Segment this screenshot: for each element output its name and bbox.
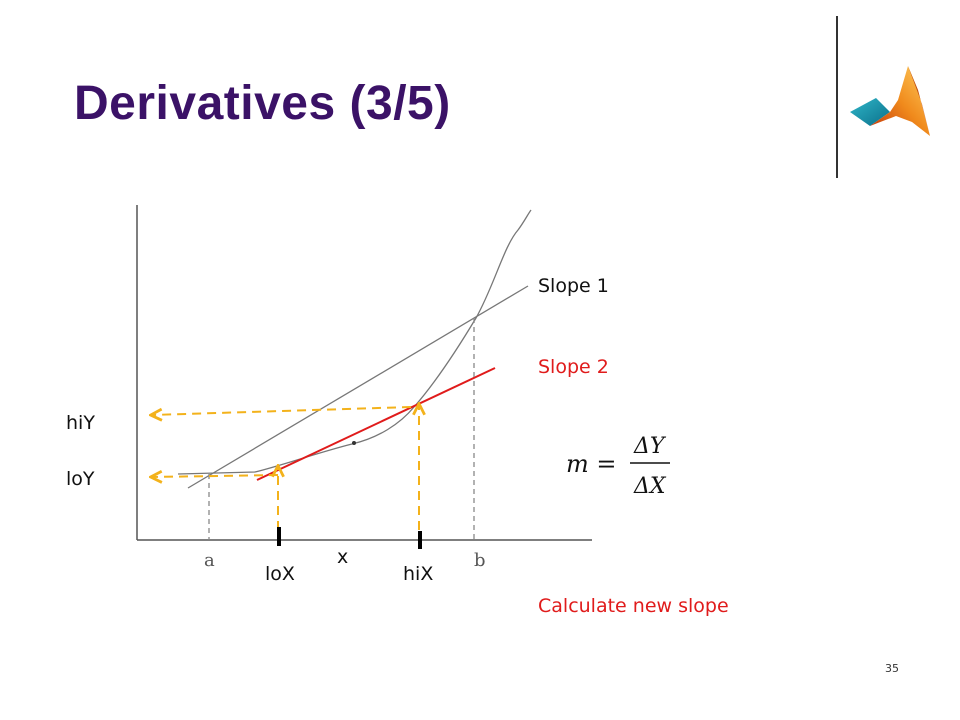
formula-lhs: m =	[566, 450, 617, 478]
x-point	[352, 441, 356, 445]
page-number: 35	[885, 662, 899, 675]
slope-formula: m = ΔY ΔX	[566, 434, 670, 499]
b-label: b	[474, 550, 486, 571]
title-divider	[836, 16, 838, 178]
calculate-new-slope-label: Calculate new slope	[538, 595, 729, 617]
function-curve	[177, 209, 532, 475]
loy-arrow	[152, 475, 279, 477]
formula-numerator: ΔY	[633, 434, 667, 459]
slope-2-line	[256, 367, 496, 481]
x-label: x	[337, 546, 349, 568]
hiy-arrow	[152, 406, 412, 415]
slope-2-label: Slope 2	[538, 356, 609, 378]
hix-label: hiX	[403, 563, 434, 585]
hiy-label: hiY	[66, 412, 95, 434]
loy-label: loY	[66, 468, 95, 490]
lox-label: loX	[265, 563, 295, 585]
slope-1-label: Slope 1	[538, 275, 609, 297]
matlab-logo-icon	[850, 66, 930, 136]
formula-denominator: ΔX	[633, 474, 667, 499]
slide-title: Derivatives (3/5)	[74, 77, 451, 130]
a-label: a	[204, 550, 215, 571]
slope-1-line	[187, 285, 529, 489]
